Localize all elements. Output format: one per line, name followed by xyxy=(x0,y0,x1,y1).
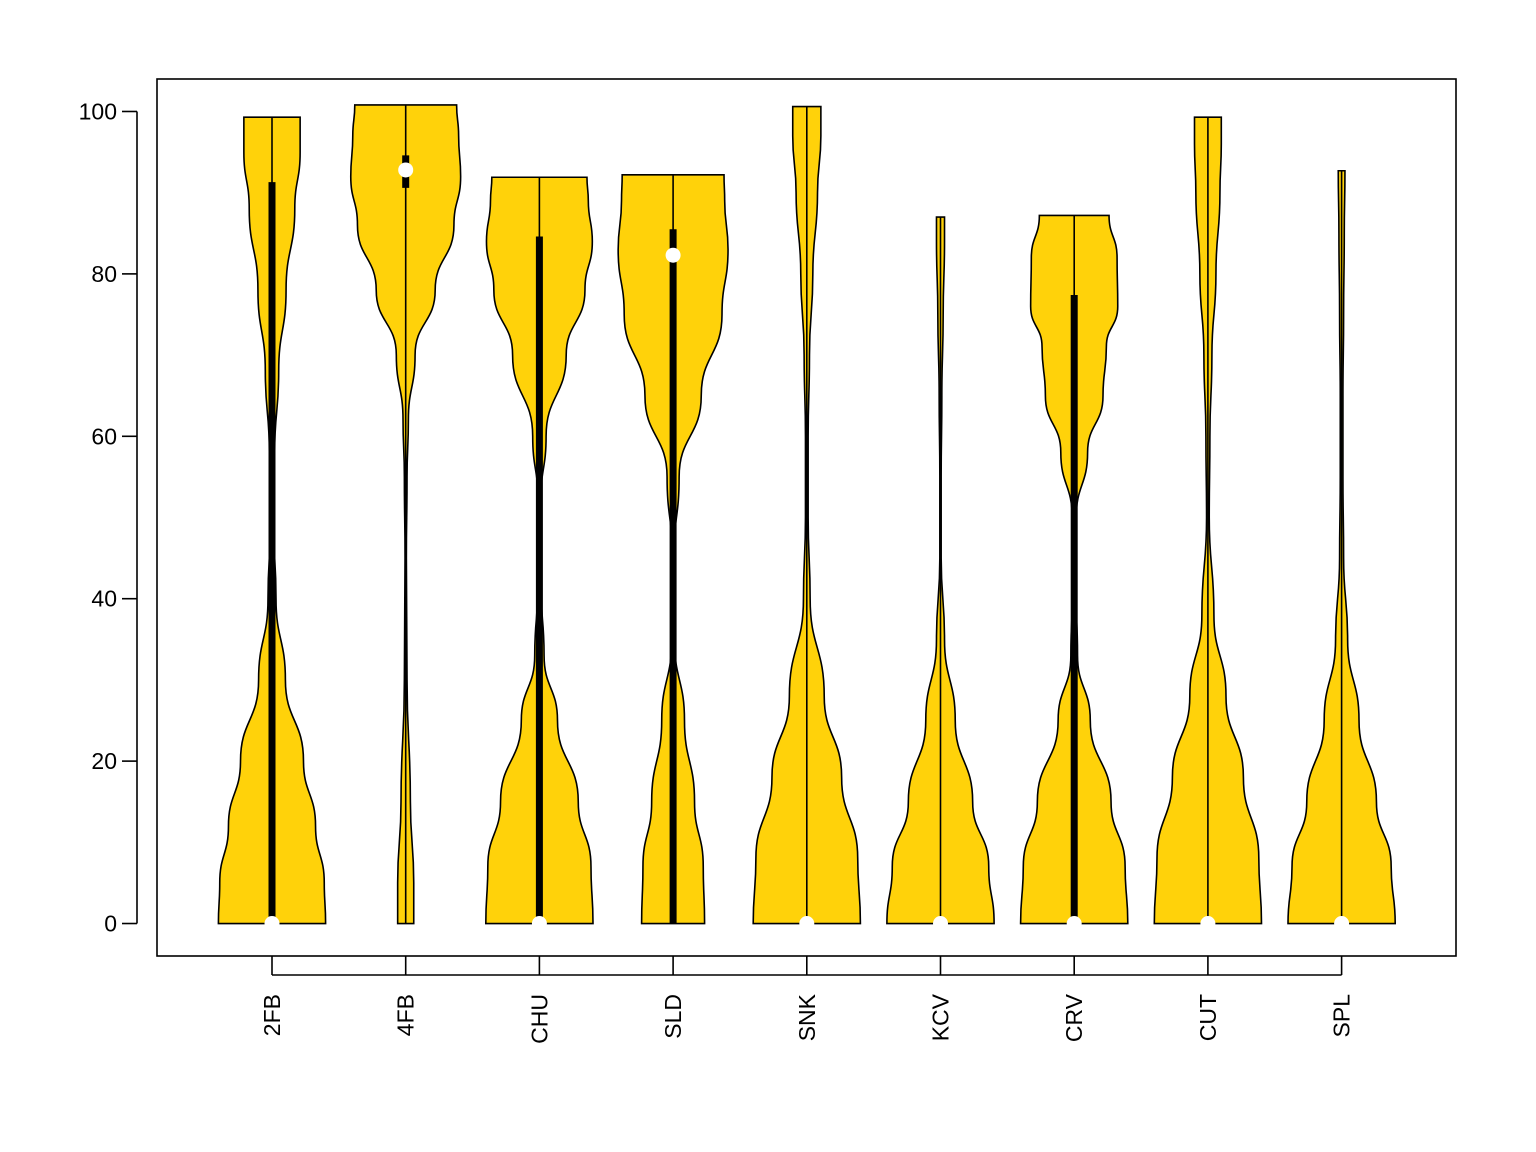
violin-kcv xyxy=(886,216,995,932)
violin-sld xyxy=(617,174,729,925)
violin-crv xyxy=(1019,214,1129,932)
violin-spl xyxy=(1287,169,1397,932)
x-tick-label: CRV xyxy=(1061,993,1087,1042)
violin-2fb xyxy=(217,116,327,932)
x-tick-label: 4FB xyxy=(393,994,419,1036)
violin-median-point xyxy=(1066,916,1082,932)
violin-median-point xyxy=(665,247,681,263)
y-tick-label: 40 xyxy=(91,586,117,612)
x-tick-label: CUT xyxy=(1195,994,1221,1041)
x-tick-label: CHU xyxy=(526,994,552,1044)
violin-median-point xyxy=(799,916,815,932)
violin-median-point xyxy=(264,916,280,932)
y-tick-label: 0 xyxy=(104,911,117,937)
x-tick-label: SLD xyxy=(660,994,686,1039)
y-tick-label: 100 xyxy=(79,98,117,124)
violin-median-point xyxy=(1334,916,1350,932)
violin-median-point xyxy=(933,916,948,932)
x-tick-label: 2FB xyxy=(259,994,285,1036)
x-tick-label: SPL xyxy=(1329,994,1355,1038)
y-tick-label: 80 xyxy=(91,261,117,287)
violins-layer xyxy=(217,104,1397,932)
violin-cut xyxy=(1153,116,1263,932)
x-axis: 2FB 4FB CHU SLD SNK KCV CRV CUT SPL xyxy=(259,956,1355,1044)
y-tick-label: 20 xyxy=(91,748,117,774)
y-axis: 0 20 40 60 80 100 xyxy=(79,98,138,937)
violin-median-point xyxy=(531,916,547,932)
violin-chu xyxy=(484,176,594,932)
violin-4fb xyxy=(349,104,462,925)
x-tick-label: KCV xyxy=(928,993,954,1041)
y-tick-label: 60 xyxy=(91,423,117,449)
violin-snk xyxy=(752,105,862,932)
violin-median-point xyxy=(1200,916,1216,932)
violin-median-point xyxy=(398,162,414,178)
x-tick-label: SNK xyxy=(794,993,820,1041)
